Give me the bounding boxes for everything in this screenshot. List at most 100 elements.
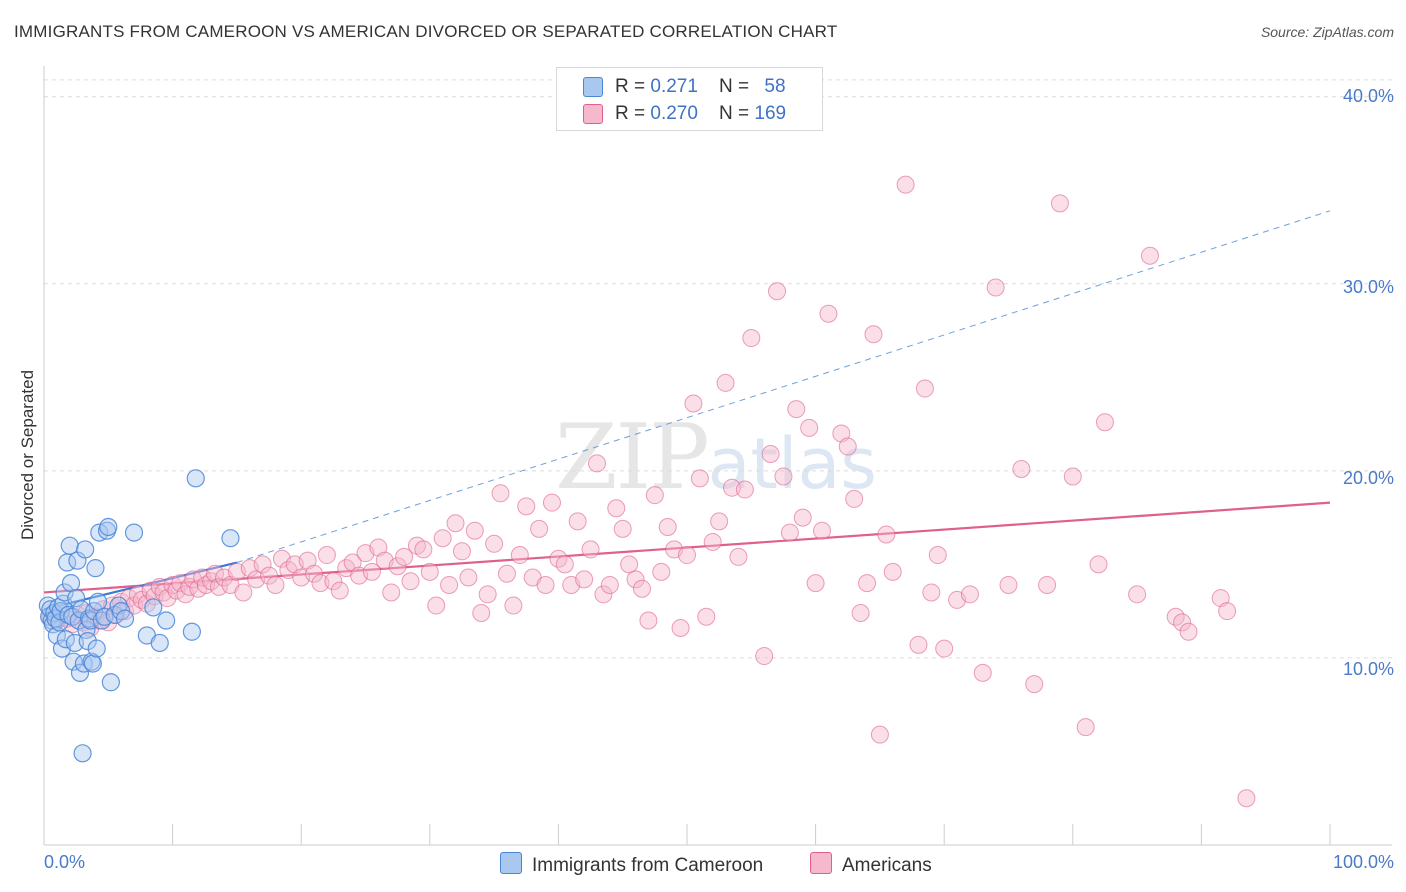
americans-point [517,497,536,516]
n-value: 169 [754,103,787,124]
legend-item-americans: Americans [810,852,932,877]
americans-point [343,553,362,572]
americans-swatch [810,852,832,874]
americans-point [684,394,703,413]
americans-point [838,437,857,456]
americans-point [1173,613,1192,632]
cameroon-point [157,611,176,630]
americans-point [485,534,504,553]
legend-label: Americans [842,855,932,876]
americans-point [761,445,780,464]
americans-point [960,585,979,604]
americans-point [716,373,735,392]
cameroon-point [186,469,205,488]
americans-point [768,282,787,301]
americans-point [671,618,690,637]
americans-point [317,546,336,565]
cameroon-point [60,536,79,555]
americans-point [896,175,915,194]
n-value: 58 [764,76,786,97]
americans-point [1179,622,1198,641]
americans-point [1063,467,1082,486]
y-axis-label: Divorced or Separated [18,369,37,541]
r-value: 0.271 [650,76,698,97]
zipatlas-watermark: ZIPatlas [555,405,877,510]
cameroon-point [70,663,90,682]
americans-point [800,418,819,437]
cameroon-point [221,529,240,548]
americans-point [639,611,658,630]
americans-point [935,639,954,658]
americans-point [298,551,317,570]
americans-point [607,499,626,518]
cameroon-point [144,598,163,617]
y-tick-label: 10.0% [1342,659,1394,679]
cameroon-swatch [500,852,522,874]
americans-point [581,540,600,559]
americans-point [209,577,228,596]
cameroon-point [124,523,144,542]
americans-point [427,596,446,615]
americans-point [813,521,832,540]
americans-point [1050,194,1069,213]
americans-point [870,725,889,744]
americans-point [382,583,401,602]
americans-point [1076,718,1095,737]
americans-point [915,379,934,398]
r-label: R = [615,103,651,124]
americans-point [478,585,497,604]
americans-point [690,469,709,488]
americans-point [472,604,491,623]
americans-point [1128,585,1147,604]
americans-point [613,519,632,538]
americans-point [600,575,619,594]
cameroon-swatch [583,77,603,97]
cameroon-point [87,639,106,658]
americans-point [330,581,349,600]
americans-point [542,493,561,512]
americans-point [755,647,774,666]
americans-point [928,546,947,565]
americans-point [324,572,343,591]
americans-point [819,304,838,323]
americans-point [260,566,279,585]
americans-point [555,555,574,574]
chart-title: IMMIGRANTS FROM CAMEROON VS AMERICAN DIV… [14,22,838,41]
cameroon-point [83,654,102,673]
americans-point [388,557,407,576]
americans-point [626,570,645,589]
americans-point [459,568,478,587]
americans-point [1211,589,1230,608]
americans-point [440,575,459,594]
americans-point [742,329,761,348]
americans-point [491,484,510,503]
americans-point [536,575,555,594]
cameroon-point [88,592,108,611]
americans-point [446,514,465,533]
x-tick-label: 100.0% [1332,852,1394,872]
americans-point [697,607,716,626]
americans-point [832,424,851,443]
americans-point [420,562,439,581]
cameroon-point [85,602,104,621]
americans-point [986,278,1005,297]
cameroon-point [115,609,135,628]
correlation-legend: R = 0.271 N = 58 R = 0.270 N = 169 [556,67,823,131]
cameroon-point [55,583,74,602]
americans-point [305,564,324,583]
americans-point [973,663,992,682]
americans-point [774,467,793,486]
legend-label: Immigrants from Cameroon [532,855,764,876]
y-tick-label: 40.0% [1342,86,1394,106]
americans-point [735,480,754,499]
cameroon-point [101,673,120,692]
americans-point [234,583,253,602]
americans-point [1095,413,1114,432]
americans-point [433,529,452,548]
americans-point [1218,602,1237,621]
americans-point [369,538,388,557]
americans-point [780,523,799,542]
cameroon-point [182,622,201,641]
n-label: N = [719,103,755,124]
